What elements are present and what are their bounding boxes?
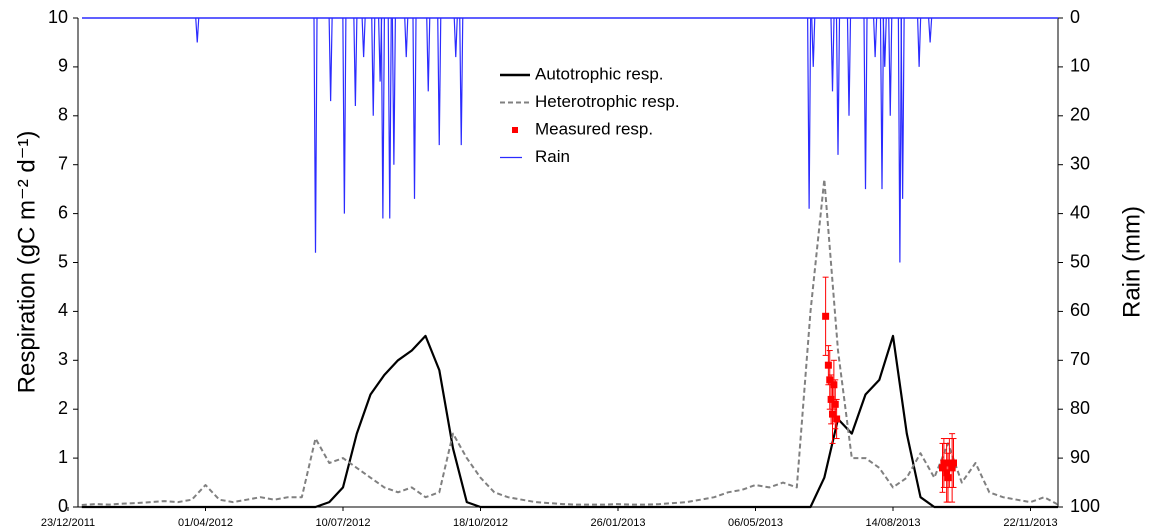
rain-spike <box>846 17 852 116</box>
measured-point <box>950 459 957 467</box>
series-line <box>81 178 1059 506</box>
legend-label: Measured resp. <box>535 119 653 138</box>
y-tick-label: 5 <box>58 251 68 271</box>
y-tick-label: 3 <box>58 349 68 369</box>
measured-point <box>945 459 953 467</box>
y-tick-label: 9 <box>58 56 68 76</box>
x-tick-label: 18/10/2012 <box>453 517 508 529</box>
y-tick-label: 6 <box>58 202 68 222</box>
rain-spike <box>882 17 887 67</box>
y2-tick-label: 30 <box>1070 153 1090 173</box>
rain-spike <box>900 17 905 199</box>
rain-spike <box>897 17 902 263</box>
measured-point <box>829 410 836 418</box>
legend-label: Heterotrophic resp. <box>535 92 680 111</box>
measured-point <box>827 395 835 403</box>
measured-point <box>822 312 830 320</box>
rain-spike <box>835 17 841 155</box>
rain-spike <box>811 17 816 67</box>
rain-spike <box>380 17 385 219</box>
measured-point <box>826 376 834 384</box>
measured-point <box>939 464 946 472</box>
y2-tick-label: 10 <box>1070 56 1090 76</box>
rain-spike <box>863 17 868 190</box>
y2-tick-label: 80 <box>1070 398 1090 418</box>
x-tick-label: 22/11/2013 <box>1003 517 1057 529</box>
x-tick-label: 10/07/2012 <box>315 517 370 529</box>
rain-spike <box>195 17 200 43</box>
y2-axis-title: Rain (mm) <box>1118 206 1145 318</box>
y-tick-label: 10 <box>48 7 68 27</box>
rain-spike <box>879 17 885 190</box>
y2-tick-label: 0 <box>1070 7 1080 27</box>
rain-spike <box>830 17 835 92</box>
rain-spike <box>412 17 417 199</box>
measured-point <box>944 474 952 482</box>
measured-point <box>830 381 838 389</box>
rain-spike <box>426 17 431 92</box>
rain-spike <box>361 17 366 58</box>
x-tick-label: 23/12/2011 <box>41 517 95 529</box>
legend-label: Autotrophic resp. <box>535 64 664 83</box>
x-tick-label: 26/01/2013 <box>590 517 645 529</box>
rain-spike <box>873 17 878 58</box>
x-tick-label: 01/04/2012 <box>178 517 233 529</box>
rain-spike <box>371 17 376 116</box>
rain-spike <box>313 17 318 253</box>
rain-spike <box>453 17 458 58</box>
x-tick-label: 14/08/2013 <box>865 517 920 529</box>
y2-tick-label: 60 <box>1070 300 1090 320</box>
rain-spike <box>459 17 464 146</box>
rain-spike <box>917 17 922 67</box>
legend-swatch <box>512 127 518 133</box>
y-tick-label: 1 <box>58 447 68 467</box>
x-tick-label: 06/05/2013 <box>728 517 783 529</box>
rain-spike <box>391 17 396 165</box>
rain-spike <box>328 17 333 102</box>
measured-point <box>824 361 832 369</box>
y-tick-label: 2 <box>58 398 68 418</box>
measured-point <box>831 400 839 408</box>
y-tick-label: 7 <box>58 153 68 173</box>
measured-point <box>948 464 956 472</box>
rain-spike <box>404 17 409 58</box>
measured-point <box>943 469 951 477</box>
y-tick-label: 8 <box>58 105 68 125</box>
y-axis-title: Respiration (gC m⁻² d⁻¹) <box>13 131 40 394</box>
y2-tick-label: 90 <box>1070 447 1090 467</box>
measured-point <box>940 459 948 467</box>
measured-point <box>833 415 841 423</box>
rain-spike <box>437 17 442 146</box>
y2-tick-label: 20 <box>1070 105 1090 125</box>
series-line <box>81 334 1058 509</box>
y2-tick-label: 100 <box>1070 496 1100 516</box>
rain-spike <box>387 17 392 219</box>
rain-spike <box>888 17 893 116</box>
rain-spike <box>342 17 347 214</box>
rain-spike <box>807 17 812 209</box>
y-tick-label: 0 <box>58 496 68 516</box>
rain-spike <box>353 17 358 107</box>
y2-tick-label: 50 <box>1070 251 1090 271</box>
y2-tick-label: 40 <box>1070 202 1090 222</box>
y-tick-label: 4 <box>58 300 68 320</box>
y2-tick-label: 70 <box>1070 349 1090 369</box>
rain-spike <box>928 17 933 43</box>
legend-label: Rain <box>535 147 570 166</box>
